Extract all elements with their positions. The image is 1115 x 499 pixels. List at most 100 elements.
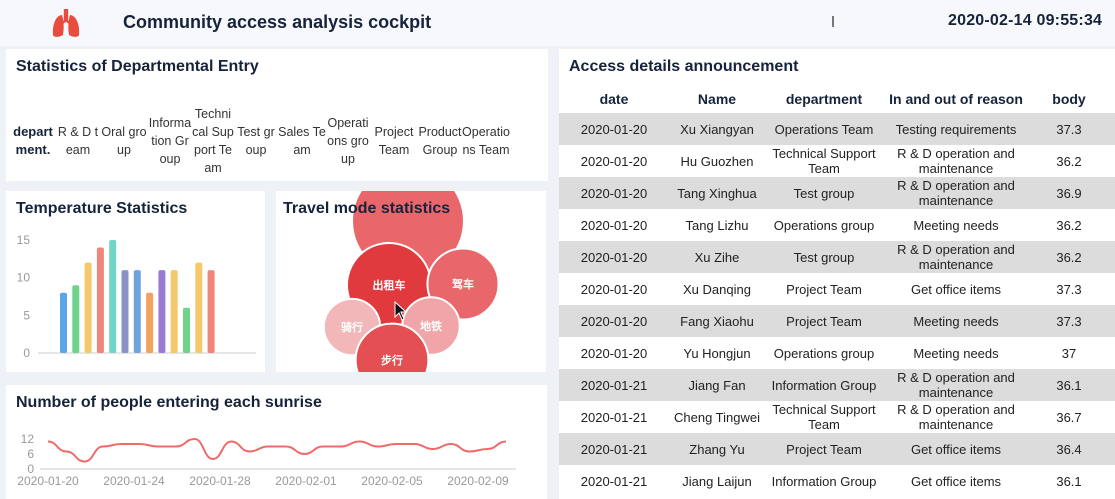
column-header-reason[interactable]: In and out of reason <box>889 91 1023 107</box>
x-tick-label: 2020-01-20 <box>17 474 79 488</box>
temperature-bar <box>170 270 178 353</box>
table-cell-date: 2020-01-20 <box>580 313 648 329</box>
table-cell-date: 2020-01-21 <box>580 441 648 457</box>
table-cell-body: 36.1 <box>1056 377 1082 393</box>
sunrise-panel: 12 6 0 2020-01-20 2020-01-24 2020-01-28 2020-0… <box>6 385 547 499</box>
table-row[interactable]: 2020-01-21 Cheng Tingwei Technical Support… <box>559 401 1115 433</box>
department-cell: Operations group <box>327 116 369 166</box>
table-cell-reason: Testing requirements <box>895 121 1017 137</box>
column-header-date[interactable]: date <box>599 91 629 107</box>
travel-bubble-label: 骑行 <box>341 320 363 334</box>
department-cell: Sales Team <box>278 125 326 157</box>
table-cell-body: 36.2 <box>1056 153 1082 169</box>
travel-bubble-label: 地铁 <box>420 319 442 333</box>
temperature-chart: 15 10 5 0 <box>17 233 256 360</box>
table-cell-name: Jiang Laijun <box>682 473 752 489</box>
table-cell-department: Project Team <box>786 281 862 297</box>
table-cell-body: 36.2 <box>1056 249 1082 265</box>
table-cell-department: Operations group <box>773 217 875 233</box>
table-cell-department: Project Team <box>786 441 862 457</box>
table-row[interactable]: 2020-01-20 Yu Hongjun Operations group Meet… <box>559 337 1115 369</box>
table-cell-body: 37.3 <box>1056 281 1082 297</box>
table-cell-department: Operations Team <box>774 121 874 137</box>
table-cell-body: 36.9 <box>1056 185 1082 201</box>
department-cell: Operations Team <box>462 125 510 157</box>
column-header-body[interactable]: body <box>1052 91 1086 107</box>
temperature-bar <box>207 270 215 353</box>
table-cell-reason: R & D operation and maintenance <box>897 146 1015 176</box>
table-cell-date: 2020-01-20 <box>580 153 648 169</box>
table-row[interactable]: 2020-01-20 Xu Zihe Test group R & D operati… <box>559 241 1115 273</box>
travel-bubble-label: 步行 <box>381 353 403 367</box>
table-cell-name: Zhang Yu <box>689 441 745 457</box>
page-title: Community access analysis cockpit <box>123 12 432 32</box>
column-header-name[interactable]: Name <box>697 91 737 107</box>
table-cell-date: 2020-01-20 <box>580 121 648 137</box>
y-tick-label: 15 <box>17 233 31 247</box>
table-cell-name: Yu Hongjun <box>683 345 751 361</box>
table-cell-name: Tang Lizhu <box>685 217 749 233</box>
x-tick-label: 2020-02-05 <box>361 474 423 488</box>
table-cell-name: Xu Danqing <box>683 281 751 297</box>
temperature-bar <box>109 240 117 353</box>
x-tick-label: 2020-02-01 <box>275 474 337 488</box>
travel-panel: 出租车 驾车 骑行 地铁 步行 Travel mode statistics <box>276 191 546 372</box>
table-cell-department: Technical Support Team <box>772 402 876 432</box>
y-tick-label: 0 <box>23 346 30 360</box>
x-tick-label: 2020-01-24 <box>103 474 165 488</box>
table-row[interactable]: 2020-01-20 Fang Xiaohu Project Team Meeting… <box>559 305 1115 337</box>
table-row[interactable]: 2020-01-20 Xu Xiangyan Operations Team Test… <box>559 113 1115 145</box>
temperature-bar <box>60 292 67 353</box>
table-cell-body: 36.7 <box>1056 409 1082 425</box>
table-cell-reason: R & D operation and maintenance <box>897 402 1015 432</box>
table-cell-reason: Meeting needs <box>913 217 999 233</box>
x-tick-label: 2020-01-28 <box>189 474 251 488</box>
table-cell-department: Technical Support Team <box>772 146 876 176</box>
table-cell-name: Cheng Tingwei <box>674 409 760 425</box>
table-row[interactable]: 2020-01-20 Tang Xinghua Test group R & D op… <box>559 177 1115 209</box>
y-tick-label: 10 <box>17 271 31 285</box>
table-cell-reason: R & D operation and maintenance <box>897 242 1015 272</box>
table-cell-department: Test group <box>793 249 855 265</box>
table-cell-date: 2020-01-20 <box>580 185 648 201</box>
table-cell-reason: R & D operation and maintenance <box>897 178 1015 208</box>
x-tick-label: 2020-02-09 <box>447 474 509 488</box>
travel-bubble <box>354 322 430 372</box>
table-cell-body: 36.4 <box>1056 441 1082 457</box>
access-details-title: Access details announcement <box>569 58 799 75</box>
department-cell: Test group <box>237 125 275 157</box>
table-cell-date: 2020-01-21 <box>580 473 648 489</box>
datetime-display: 2020-02-14 09:55:34 <box>948 12 1103 29</box>
travel-bubble-label: 出租车 <box>373 278 406 292</box>
table-cell-reason: Meeting needs <box>913 313 999 329</box>
y-tick-label: 6 <box>27 447 34 461</box>
table-row[interactable]: 2020-01-21 Jiang Fan Information Group R & … <box>559 369 1115 401</box>
table-cell-body: 37 <box>1061 345 1077 361</box>
header-bar: Community access analysis cockpit 2020-0… <box>0 0 1115 46</box>
table-cell-name: Xu Xiangyan <box>680 121 754 137</box>
department-cell: Technical Support Team <box>192 107 234 175</box>
table-cell-reason: Get office items <box>910 281 1002 297</box>
table-cell-department: Information Group <box>771 473 877 489</box>
sunrise-title: Number of people entering each sunrise <box>16 394 322 411</box>
travel-title: Travel mode statistics <box>283 200 451 217</box>
column-header-department[interactable]: department <box>785 91 863 107</box>
table-row[interactable]: 2020-01-21 Zhang Yu Project Team Get office… <box>559 433 1115 465</box>
table-row[interactable]: 2020-01-20 Hu Guozhen Technical Support Te… <box>559 145 1115 177</box>
y-tick-label: 12 <box>21 432 35 446</box>
table-cell-reason: Meeting needs <box>913 345 999 361</box>
y-tick-label: 5 <box>23 308 30 322</box>
table-cell-name: Jiang Fan <box>688 377 746 393</box>
table-row[interactable]: 2020-01-21 Jiang Laijun Information Group G… <box>559 465 1115 497</box>
sunrise-trend-line <box>47 437 507 463</box>
temperature-panel: 15 10 5 0 Temperature Statistics <box>6 191 265 372</box>
access-details-panel: Access details announcement date Name de… <box>559 49 1115 499</box>
department-cell: Product Group <box>418 125 462 157</box>
temperature-title: Temperature Statistics <box>16 200 188 217</box>
lungs-logo-icon <box>52 9 80 37</box>
table-row[interactable]: 2020-01-20 Xu Danqing Project Team Get offi… <box>559 273 1115 305</box>
table-row[interactable]: 2020-01-20 Tang Lizhu Operations group Meet… <box>559 209 1115 241</box>
table-cell-date: 2020-01-20 <box>580 249 648 265</box>
department-cell: Project Team <box>374 125 414 157</box>
